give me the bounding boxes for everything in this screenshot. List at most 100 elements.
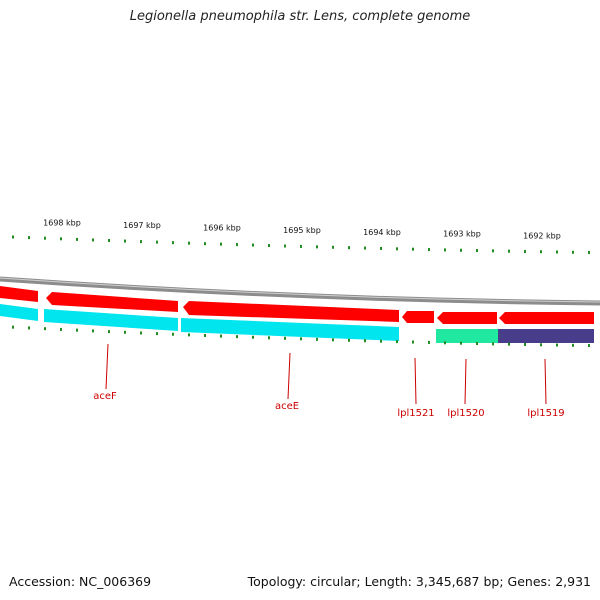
gene-label-aceE: aceE [275, 401, 299, 412]
inner-tick-minor [508, 342, 510, 346]
inner-tick-minor [412, 340, 414, 344]
feature-teal-lpl1520 [436, 329, 498, 343]
ruler-tick-minor [124, 239, 126, 243]
gene-leader-lpl1520 [464, 358, 467, 405]
ruler-tick-minor [540, 250, 542, 254]
gene-label-lpl1520: lpl1520 [447, 408, 484, 419]
inner-tick-minor [348, 338, 350, 342]
feature-cyan-aceF [44, 309, 178, 331]
inner-tick-minor [284, 336, 286, 340]
ruler-tick-minor [492, 249, 494, 253]
genome-backbone-highlight [0, 277, 600, 303]
feature-cyan-1 [0, 304, 38, 321]
gene-leader-aceE [287, 352, 291, 400]
inner-tick-minor [572, 343, 574, 347]
ruler-tick-minor [92, 238, 94, 242]
cds-red-1 [0, 286, 38, 302]
ruler-tick-minor [300, 244, 302, 248]
inner-tick-minor [220, 334, 222, 338]
inner-tick-minor [476, 342, 478, 346]
ruler-tick-minor [316, 245, 318, 249]
ruler-label: 1698 kbp [43, 218, 81, 227]
feature-navy-lpl1519 [498, 329, 594, 343]
ruler-tick-minor [444, 248, 446, 252]
ruler-tick-minor [172, 241, 174, 245]
ruler-tick-minor [556, 250, 558, 254]
ruler-tick-minor [268, 244, 270, 248]
cds-red-aceE [183, 301, 399, 322]
inner-tick-minor [540, 343, 542, 347]
ruler-ticks-inner [12, 325, 590, 348]
gene-leader-lpl1519 [544, 358, 547, 405]
inner-tick-minor [268, 336, 270, 340]
ruler-tick-minor [348, 246, 350, 250]
inner-tick-minor [236, 335, 238, 339]
inner-tick-minor [156, 332, 158, 336]
ruler-label: 1697 kbp [123, 221, 161, 230]
ruler-tick-minor [524, 249, 526, 253]
ruler-tick-minor [252, 243, 254, 247]
ruler-tick-minor [156, 240, 158, 244]
cds-red-lpl1521 [402, 311, 434, 323]
inner-tick-minor [44, 327, 46, 331]
ruler-tick-minor [476, 249, 478, 253]
ruler-tick-minor [284, 244, 286, 248]
ruler-tick-minor [396, 247, 398, 251]
inner-tick-minor [492, 342, 494, 346]
ruler-tick-minor [380, 246, 382, 250]
ruler-label: 1694 kbp [363, 228, 401, 237]
genome-backbone [0, 276, 600, 306]
ruler-tick-minor [236, 243, 238, 247]
inner-tick-minor [188, 333, 190, 337]
inner-tick-minor [60, 327, 62, 331]
ruler-label: 1695 kbp [283, 226, 321, 235]
inner-tick-minor [76, 328, 78, 332]
inner-tick-minor [92, 329, 94, 333]
ruler-tick-minor [220, 242, 222, 246]
inner-tick-minor [444, 341, 446, 345]
cds-red-lpl1520 [437, 312, 497, 324]
ruler-tick-minor [588, 251, 590, 255]
inner-tick-minor [108, 330, 110, 334]
ruler-labels: 1698 kbp 1697 kbp 1696 kbp 1695 kbp 1694 kbp… [43, 218, 561, 240]
gene-label-lpl1519: lpl1519 [527, 408, 564, 419]
ruler-tick-minor [60, 237, 62, 241]
ruler-tick-minor [140, 240, 142, 244]
ruler-tick-minor [188, 241, 190, 245]
ruler-tick-minor [332, 245, 334, 249]
ruler-tick-minor [460, 248, 462, 252]
feature-cyan-aceE [181, 318, 399, 341]
ruler-ticks-outer [12, 235, 590, 255]
ruler-tick-minor [12, 235, 14, 239]
ruler-tick-minor [508, 249, 510, 253]
inner-tick-minor [428, 340, 430, 344]
inner-tick-minor [316, 337, 318, 341]
inner-tick-minor [28, 326, 30, 330]
inner-tick-minor [396, 340, 398, 344]
gene-label-aceF: aceF [93, 391, 117, 402]
gene-leader-lpl1521 [414, 357, 417, 405]
ruler-tick-minor [76, 237, 78, 241]
ruler-tick-minor [412, 247, 414, 251]
cds-red-lpl1519 [499, 312, 594, 324]
ruler-label: 1696 kbp [203, 224, 241, 233]
ruler-tick-minor [428, 248, 430, 252]
inner-tick-minor [172, 332, 174, 336]
gene-leader-aceF [105, 343, 109, 390]
ruler-tick-minor [204, 242, 206, 246]
ruler-tick-minor [572, 250, 574, 254]
inner-tick-minor [252, 335, 254, 339]
ruler-label: 1693 kbp [443, 230, 481, 239]
inner-tick-minor [300, 337, 302, 341]
map-title: Legionella pneumophila str. Lens, comple… [129, 9, 471, 24]
inner-tick-minor [364, 339, 366, 343]
inner-tick-minor [12, 325, 14, 329]
inner-tick-minor [140, 331, 142, 335]
ruler-tick-minor [28, 236, 30, 240]
inner-tick-minor [124, 330, 126, 334]
inner-tick-minor [524, 342, 526, 346]
inner-tick-minor [556, 343, 558, 347]
genome-summary-text: Topology: circular; Length: 3,345,687 bp… [247, 574, 591, 589]
inner-tick-minor [460, 341, 462, 345]
